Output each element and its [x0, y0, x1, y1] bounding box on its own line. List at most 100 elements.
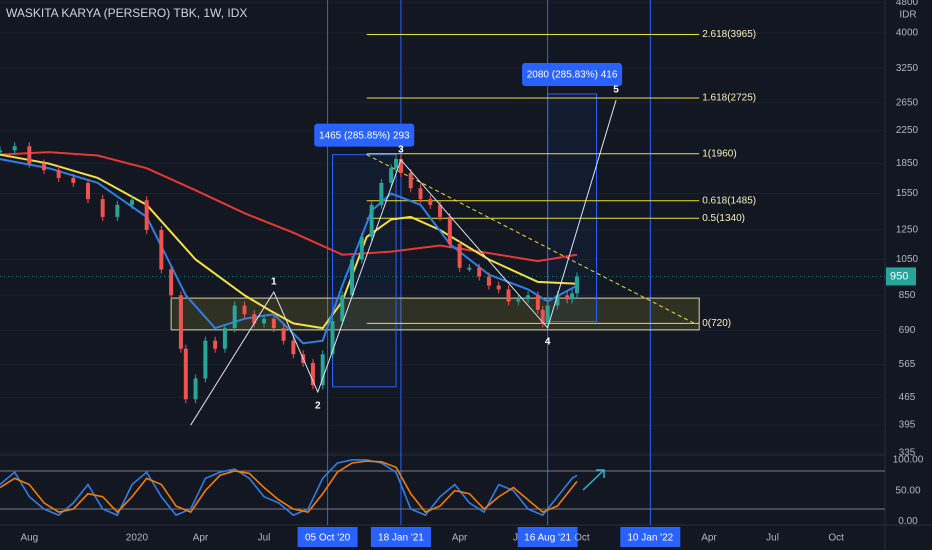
- candle: [330, 321, 335, 355]
- candle: [350, 259, 355, 296]
- wave-label: 3: [398, 145, 404, 156]
- candle: [159, 229, 164, 270]
- x-tick-label: Jul: [766, 533, 779, 544]
- candle: [438, 204, 443, 217]
- fib-label: 0.5(1340): [702, 213, 745, 224]
- x-tick-label: Oct: [574, 533, 590, 544]
- candle: [535, 295, 540, 310]
- candle: [71, 177, 76, 183]
- zone: [170, 297, 700, 331]
- y-tick-label: 690: [899, 325, 916, 336]
- candle: [222, 328, 227, 349]
- y-tick-label: 850: [899, 290, 916, 301]
- candle: [144, 200, 149, 230]
- candle: [86, 182, 91, 200]
- candle: [447, 216, 452, 245]
- arrow: [582, 469, 605, 491]
- x-tick-label: Aug: [20, 533, 38, 544]
- y-tick-label: 1050: [896, 254, 919, 265]
- candle: [394, 159, 399, 169]
- candle: [262, 318, 267, 324]
- wave-label: 2: [315, 401, 321, 412]
- x-tick-label: 16 Aug '21: [524, 533, 571, 544]
- candle: [178, 295, 183, 349]
- candle: [379, 182, 384, 205]
- candle: [496, 285, 501, 290]
- candle: [398, 159, 403, 173]
- x-tick-label: 10 Jan '22: [627, 533, 673, 544]
- wave-line: [190, 99, 617, 426]
- fib-label: 0(720): [702, 318, 731, 329]
- measure-range: [331, 154, 397, 388]
- candle: [570, 293, 575, 300]
- candle: [42, 163, 47, 171]
- candle: [169, 269, 174, 296]
- candle: [100, 199, 105, 217]
- osc-tick-label: 100.00: [893, 455, 924, 466]
- candle: [555, 295, 560, 306]
- osc-tick-label: 0.00: [898, 516, 918, 527]
- candle: [486, 276, 491, 286]
- unit-label: IDR: [899, 10, 916, 21]
- osc-tick-label: 50.00: [895, 485, 920, 496]
- y-tick-label: 465: [899, 392, 916, 403]
- candle: [369, 204, 374, 237]
- candle: [340, 295, 345, 322]
- candle: [310, 362, 315, 386]
- candle: [271, 318, 276, 329]
- x-tick-highlight: [517, 527, 578, 547]
- candle: [281, 328, 286, 341]
- wave-label: 5: [613, 85, 619, 96]
- y-tick-label: 1550: [896, 188, 919, 199]
- fib-label: 1(1960): [702, 148, 736, 159]
- osc-line: [0, 460, 578, 514]
- measure-label: 2080 (285.83%) 416: [527, 70, 618, 81]
- last-price-label: 950: [890, 270, 908, 282]
- chart-title: WASKITA KARYA (PERSERO) TBK, 1W, IDX: [6, 6, 247, 20]
- candle: [408, 172, 413, 189]
- x-tick-label: Jul: [258, 533, 271, 544]
- wave-label: 4: [545, 337, 551, 348]
- candle: [418, 188, 423, 200]
- plot-layer: 1465 (285.85%) 293 2080 (285.83%) 416 2.61…: [0, 0, 885, 525]
- candle: [545, 305, 550, 324]
- candle: [516, 299, 521, 302]
- candle: [389, 168, 394, 183]
- measure-box: [314, 123, 415, 147]
- measure-label: 1465 (285.85%) 293: [319, 130, 410, 141]
- candle: [540, 309, 545, 324]
- y-tick-label: 1850: [896, 158, 919, 169]
- x-tick-label: Apr: [193, 533, 209, 544]
- x-tick-label: 05 Oct '20: [305, 533, 351, 544]
- candle: [477, 267, 482, 277]
- candle: [428, 199, 433, 205]
- y-tick-label: 2250: [896, 125, 919, 136]
- last-price-box: [886, 267, 916, 286]
- fib-label: 2.618(3965): [702, 29, 756, 40]
- candle: [56, 170, 61, 178]
- moving-average: [0, 153, 578, 330]
- candle: [0, 150, 2, 153]
- x-tick-label: Oct: [828, 533, 844, 544]
- trendline: [366, 154, 695, 324]
- fib-label: 1.618(2725): [702, 93, 756, 104]
- candle: [203, 340, 208, 379]
- candle: [574, 276, 579, 294]
- x-tick-highlight: [370, 527, 431, 547]
- y-tick-label: 1250: [896, 225, 919, 236]
- candle: [27, 146, 32, 164]
- candle: [526, 295, 531, 300]
- y-tick-label: 3250: [896, 63, 919, 74]
- candle: [252, 314, 257, 324]
- candle: [232, 305, 237, 329]
- y-tick-label: 565: [899, 359, 916, 370]
- candle: [130, 200, 135, 205]
- x-tick-label: 2020: [126, 533, 149, 544]
- candle: [565, 295, 570, 300]
- candle: [320, 354, 325, 386]
- x-tick-label: Apr: [701, 533, 717, 544]
- osc-line: [0, 459, 578, 517]
- y-tick-label: 395: [899, 420, 916, 431]
